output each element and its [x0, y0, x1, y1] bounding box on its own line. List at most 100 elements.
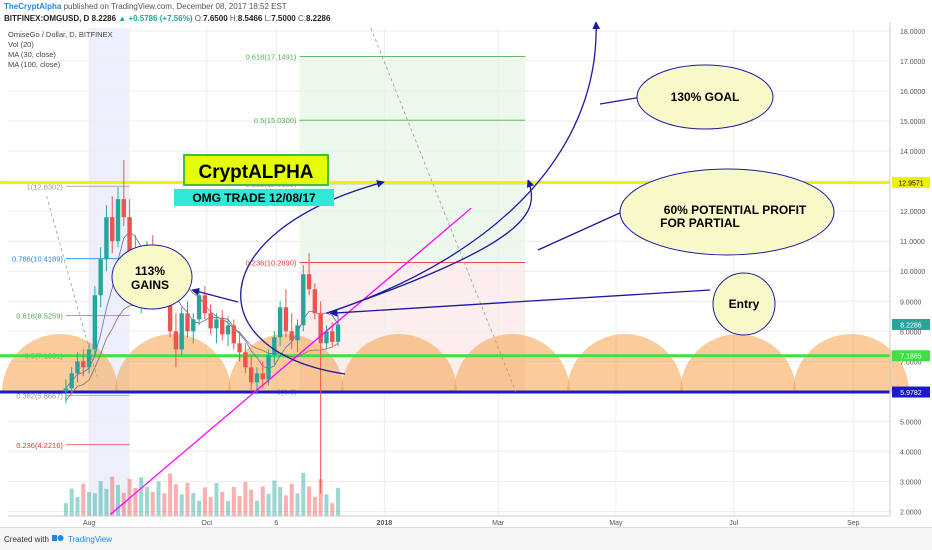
ma30-line [65, 231, 339, 389]
volume-bar [150, 491, 155, 516]
candle-body [283, 307, 289, 332]
candle-body [63, 388, 69, 392]
cryptalpha-box [183, 154, 329, 186]
price-tag-label: 8.2286 [900, 322, 922, 329]
volume-bar [156, 481, 161, 516]
candle-body [318, 313, 323, 344]
candle-body [243, 352, 248, 368]
candle-body [167, 283, 173, 332]
volume-bar [139, 477, 144, 516]
open-value: 7.6500 [203, 14, 228, 23]
volume-bar [324, 494, 329, 516]
tradingview-logo-icon [52, 535, 64, 541]
candle-body [225, 325, 231, 335]
x-tick-label: Sep [847, 520, 860, 527]
trade-date-box [174, 189, 334, 206]
fib-label-right: 0.5(15.0300) [254, 116, 297, 125]
volume-bar [179, 494, 184, 516]
volume-bar [87, 492, 92, 516]
candle-body [115, 199, 121, 242]
volume-bar [162, 493, 167, 516]
last-price: 8.2286 [91, 14, 117, 23]
orange-arc [454, 334, 570, 393]
price-tag [892, 350, 930, 362]
x-tick-label: Jul [729, 520, 738, 527]
candle-body [301, 274, 306, 326]
ellipse-60-potential [619, 168, 835, 256]
volume-bar [104, 488, 109, 516]
author-name[interactable]: TheCryptAlpha [4, 2, 62, 11]
low-value: 7.5000 [271, 14, 296, 23]
volume-bar [220, 492, 225, 516]
price-tag-label: 7.1865 [900, 354, 922, 361]
candle-body [295, 325, 300, 341]
volume-bar [260, 486, 265, 516]
fib-label-right: 0.618(17.1491) [246, 53, 297, 62]
y-tick-label: 12.0000 [900, 209, 925, 216]
volume-bar [92, 493, 97, 516]
trade-date-label: OMG TRADE 12/08/17 [192, 191, 316, 205]
y-tick-label: 2.0000 [900, 509, 922, 516]
x-tick-label: 2018 [377, 520, 393, 527]
candle-body [196, 295, 202, 320]
volume-bar [168, 473, 173, 516]
chart-legend: OmiseGo / Dollar, D, BITFINEX Vol (20) M… [8, 30, 113, 70]
y-tick-label: 15.0000 [900, 119, 925, 126]
x-tick-label: Aug [83, 520, 96, 527]
legend-ma30[interactable]: MA (30, close) [8, 50, 56, 59]
candle-body [110, 217, 115, 242]
candle-body [289, 331, 294, 341]
open-label: O: [194, 14, 204, 23]
fib-label-left: 0.236(4.2216) [16, 441, 63, 450]
volume-bar [249, 489, 254, 516]
ellipse-130-goal [636, 64, 774, 130]
candle-body [202, 295, 208, 314]
candle-body [312, 289, 318, 314]
volume-bar [336, 487, 341, 516]
ellipse-entry [712, 272, 776, 336]
y-tick-label: 10.0000 [900, 269, 925, 276]
x-tick-label: Oct [201, 520, 212, 527]
tradingview-link[interactable]: TradingView [68, 535, 113, 544]
price-tag [892, 318, 930, 330]
volume-bar [202, 487, 207, 516]
volume-bar [214, 483, 219, 516]
gains-113-label: 113% [135, 264, 165, 278]
symbol: BITFINEX:OMGUSD, D [4, 14, 90, 23]
candle-body [69, 373, 74, 389]
gains-label: GAINS [131, 278, 169, 292]
fib-label-left: 0.382(5.8667) [16, 391, 63, 400]
volume-bar [208, 497, 213, 516]
candle-body [260, 373, 265, 380]
ma100-line [65, 280, 339, 401]
price-change: +0.5786 (+7.56%) [128, 14, 193, 23]
volume-bar [226, 501, 231, 516]
candle-body [208, 313, 213, 329]
candle-body [220, 319, 225, 335]
x-tick-label: Mar [492, 520, 505, 527]
volume-bar [272, 480, 277, 516]
candle-body [173, 331, 179, 350]
ellipse-113-gains [111, 244, 193, 310]
volume-bar [69, 488, 74, 516]
legend-ma100[interactable]: MA (100, close) [8, 60, 61, 69]
candle-body [266, 355, 271, 380]
candle-body [324, 331, 329, 344]
legend-volume[interactable]: Vol (20) [8, 40, 34, 49]
dashed-guide [370, 27, 516, 392]
volume-bar [191, 493, 196, 516]
candle-body [81, 361, 86, 368]
volume-bar [283, 495, 288, 516]
volume-bar [121, 492, 126, 516]
candle-body [231, 325, 237, 344]
target-zone [299, 58, 526, 263]
price-chart[interactable]: 1(12.8302) 0.786(10.4189) 0.618(8.5259) 0.5… [0, 22, 932, 528]
y-tick-label: 8.0000 [900, 329, 922, 336]
price-tag-label: 12.9571 [898, 180, 923, 187]
candle-body [335, 324, 341, 342]
volume-bar [98, 481, 103, 516]
legend-symbol[interactable]: OmiseGo / Dollar, D, BITFINEX [8, 30, 113, 39]
candle-body [254, 373, 260, 383]
y-tick-label: 9.0000 [900, 299, 922, 306]
candle-body [191, 319, 196, 332]
